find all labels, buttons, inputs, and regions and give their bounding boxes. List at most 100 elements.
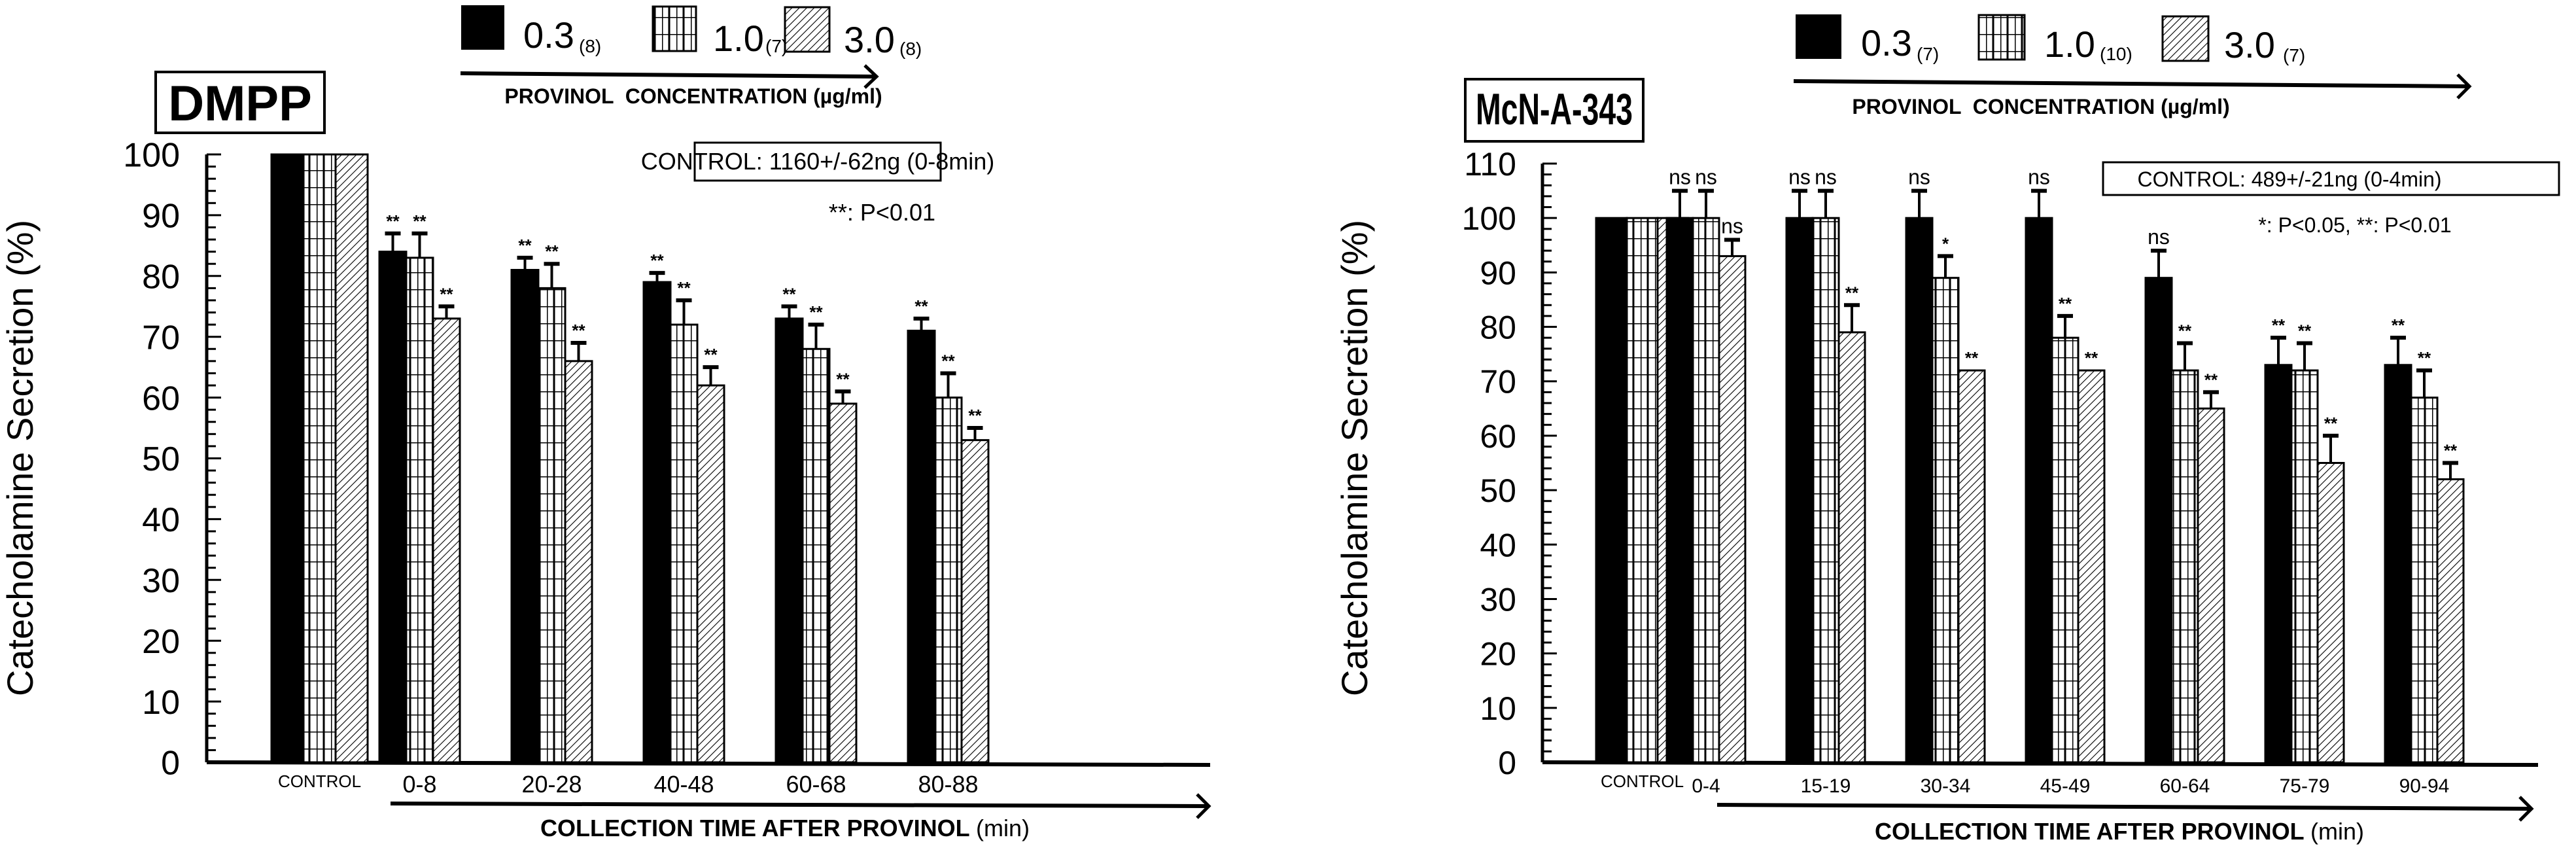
significance-mark: ** (413, 211, 426, 231)
significance-mark: ** (2059, 294, 2072, 313)
significance-mark: ** (704, 345, 718, 364)
y-tick-label: 0 (161, 745, 180, 783)
legend-label-0: 0.3 (523, 14, 574, 56)
control-text: CONTROL: 1160+/-62ng (0-8min) (641, 148, 995, 175)
bar-0.3-60-68 (775, 317, 804, 764)
legend-n-2: (7) (2283, 45, 2305, 65)
y-tick-label: 50 (142, 440, 180, 478)
bar-1.0-75-79 (2290, 369, 2319, 764)
bar-0.3-CONTROL (1595, 217, 1628, 764)
y-tick-label: 70 (142, 319, 180, 357)
x-tick-label: 60-64 (2160, 775, 2210, 797)
bar-0.3-75-79 (2264, 364, 2293, 764)
significance-mark: ** (914, 296, 928, 316)
legend-swatch-grid (1977, 14, 2026, 61)
x-tick-label: 30-34 (1921, 775, 1971, 797)
y-tick-label: 30 (142, 562, 180, 600)
significance-mark: ns (2028, 166, 2050, 189)
bar-1.0-20-28 (537, 287, 566, 764)
bar-1.0-40-48 (669, 323, 699, 764)
bar-0.3-0-8 (378, 251, 408, 764)
significance-mark: ** (809, 302, 823, 322)
significance-mark: ns (1695, 166, 1717, 189)
x-tick-label: 0-4 (1692, 775, 1720, 797)
x-tick-label: CONTROL (278, 771, 361, 791)
y-tick-label: 70 (1480, 364, 1516, 400)
chart-title: McN-A-343 (1476, 84, 1633, 134)
bar-0.3-CONTROL (270, 153, 305, 764)
bar-3.0-80-88 (960, 439, 990, 764)
significance-mark: ** (572, 321, 585, 340)
y-axis-label: Catecholamine Secretion (%) (1334, 220, 1375, 696)
control-text: CONTROL: 489+/-21ng (0-4min) (2137, 168, 2441, 191)
time-arrow (1716, 803, 2531, 811)
control-box (2102, 161, 2560, 196)
significance-mark: ns (1815, 166, 1837, 189)
significance-mark: ** (782, 284, 796, 304)
legend-n-0: (8) (579, 36, 601, 56)
bar-0.3-30-34 (1905, 217, 1934, 764)
bar-1.0-0-4 (1692, 217, 1720, 764)
concentration-label: PROVINOL CONCENTRATION (µg/ml) (504, 84, 882, 108)
bar-0.3-20-28 (510, 269, 540, 764)
significance-note: **: P<0.01 (829, 199, 935, 226)
bar-3.0-90-94 (2436, 478, 2465, 764)
concentration-arrow (1793, 79, 2469, 88)
y-tick-label: 40 (1480, 527, 1516, 563)
bar-0.3-40-48 (642, 281, 672, 764)
bar-1.0-CONTROL (302, 153, 337, 764)
y-tick-label: 90 (1480, 255, 1516, 291)
x-axis-line (206, 760, 1211, 767)
y-tick-label: 90 (142, 198, 180, 236)
title-box (154, 71, 326, 134)
bar-1.0-30-34 (1931, 277, 1960, 764)
bar-3.0-45-49 (2077, 369, 2106, 764)
bar-1.0-CONTROL (1626, 217, 1659, 764)
significance-mark: ** (1965, 348, 1979, 368)
significance-mark: ns (1669, 166, 1691, 189)
legend-swatch-solid (1796, 14, 1841, 59)
time-arrowhead (2518, 796, 2534, 822)
legend-swatch-solid (461, 5, 504, 50)
significance-mark: ** (2272, 315, 2286, 335)
significance-mark: ** (518, 236, 532, 255)
bar-0.3-15-19 (1785, 217, 1814, 764)
y-tick-label: 20 (1480, 636, 1516, 673)
time-arrow (390, 802, 1208, 808)
bar-1.0-45-49 (2051, 336, 2080, 764)
significance-mark: ** (386, 211, 400, 231)
legend-label-1: 1.0 (2044, 24, 2095, 65)
x-tick-label: 15-19 (1801, 775, 1851, 797)
chart-title: DMPP (168, 76, 312, 132)
bar-3.0-0-4 (1718, 255, 1747, 764)
significance-mark: ** (2392, 315, 2405, 335)
x-axis-label: COLLECTION TIME AFTER PROVINOL (min) (540, 815, 1030, 841)
legend-n-1: (10) (2100, 44, 2132, 64)
significance-note: *: P<0.05, **: P<0.01 (2258, 213, 2451, 237)
legend-n-0: (7) (1917, 44, 1939, 64)
bar-1.0-60-68 (801, 347, 831, 764)
bar-3.0-40-48 (696, 384, 725, 764)
significance-mark: ** (440, 284, 453, 304)
bar-3.0-60-68 (828, 402, 858, 764)
significance-mark: ns (1788, 166, 1811, 189)
bar-0.3-90-94 (2384, 364, 2412, 764)
concentration-arrowhead (863, 64, 879, 89)
legend-n-2: (8) (899, 39, 922, 59)
y-tick-label: 80 (142, 258, 180, 296)
legend-swatch-hatch (784, 6, 831, 53)
significance-mark: ** (2298, 321, 2312, 341)
x-axis-label: COLLECTION TIME AFTER PROVINOL (min) (1875, 818, 2364, 845)
significance-mark: ns (1908, 166, 1930, 189)
bar-3.0-CONTROL (334, 153, 369, 764)
y-tick-label: 100 (123, 137, 180, 175)
significance-mark: ** (2085, 348, 2098, 368)
legend-label-0: 0.3 (1861, 22, 1912, 63)
bar-3.0-0-8 (432, 317, 461, 764)
y-tick-label: 60 (1480, 418, 1516, 455)
y-tick-label: 30 (1480, 581, 1516, 618)
y-tick-label: 10 (1480, 690, 1516, 727)
title-box (1464, 78, 1645, 143)
x-tick-label: 80-88 (918, 771, 978, 798)
